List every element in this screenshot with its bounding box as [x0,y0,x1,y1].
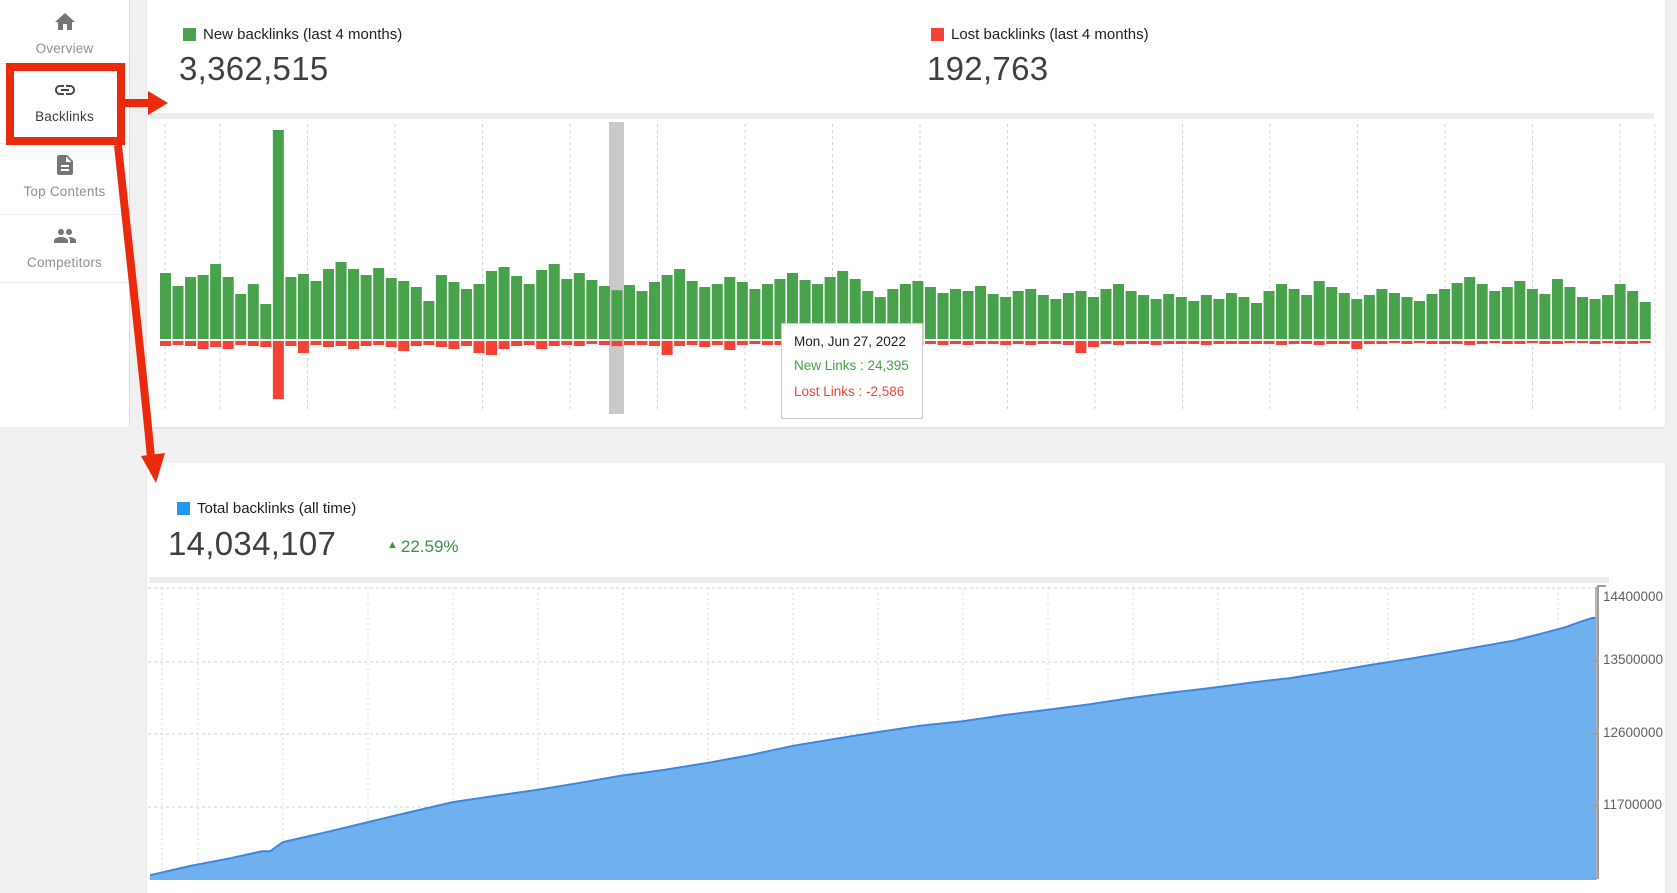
lost-backlinks-legend-swatch [931,28,944,41]
bar-chart-canvas[interactable] [150,122,1662,414]
sidebar-item-label: Backlinks [35,109,94,124]
y-axis-tick [1591,733,1598,735]
tooltip-lost-links: Lost Links : -2,586 [794,384,905,399]
trend-up-icon: ▲ [387,539,398,551]
y-axis-tick-label: 13500000 [1603,652,1663,667]
sidebar-item-overview[interactable]: Overview [0,0,129,64]
chart-top-strip [149,113,1654,119]
people-icon [53,224,77,248]
y-axis-tick [1597,585,1606,587]
y-axis-tick [1591,805,1598,807]
total-backlinks-value: 14,034,107 [168,525,337,562]
lost-backlinks-legend-label: Lost backlinks (last 4 months) [951,26,1149,43]
new-backlinks-legend-label: New backlinks (last 4 months) [203,26,403,43]
y-axis-tick-label: 11700000 [1603,797,1663,812]
total-backlinks-card: Total backlinks (all time) 14,034,107 ▲ 2… [147,463,1665,893]
lost-backlinks-total: 192,763 [927,50,1049,87]
total-backlinks-area-chart[interactable] [148,587,1597,880]
tooltip-date: Mon, Jun 27, 2022 [794,334,906,349]
total-backlinks-legend: Total backlinks (all time) [177,500,356,517]
chart-tooltip: Mon, Jun 27, 2022 New Links : 24,395 Los… [781,323,923,419]
right-y-axis [1597,585,1599,879]
total-backlinks-change: ▲ 22.59% [387,537,459,557]
tooltip-new-links: New Links : 24,395 [794,358,909,373]
home-icon [53,10,77,34]
link-icon [53,78,77,102]
new-backlinks-legend-swatch [183,28,196,41]
y-axis-tick-label: 14400000 [1603,589,1663,604]
new-backlinks-total: 3,362,515 [179,50,329,87]
document-icon [53,153,77,177]
sidebar-item-label: Overview [35,41,94,56]
y-axis-tick-label: 12600000 [1603,725,1663,740]
new-lost-backlinks-card: New backlinks (last 4 months) 3,362,515 … [147,0,1665,427]
sidebar-item-top-contents[interactable]: Top Contents [0,145,129,215]
new-backlinks-legend: New backlinks (last 4 months) [183,26,402,43]
total-backlinks-legend-swatch [177,502,190,515]
new-lost-bar-chart[interactable]: Mon, Jun 27, 2022 New Links : 24,395 Los… [150,122,1662,419]
sidebar-item-backlinks[interactable]: Backlinks [0,65,129,144]
sidebar-item-competitors[interactable]: Competitors [0,216,129,283]
total-backlinks-change-value: 22.59% [400,537,459,556]
total-backlinks-legend-label: Total backlinks (all time) [197,500,357,517]
y-axis-tick [1591,660,1598,662]
sidebar-item-label: Top Contents [23,184,106,199]
sidebar-item-label: Competitors [27,255,102,270]
chart-top-strip [149,577,1609,583]
sidebar: Overview Backlinks Top Contents Competit… [0,0,130,427]
lost-backlinks-legend: Lost backlinks (last 4 months) [931,26,1149,43]
area-chart-canvas[interactable] [148,587,1597,880]
